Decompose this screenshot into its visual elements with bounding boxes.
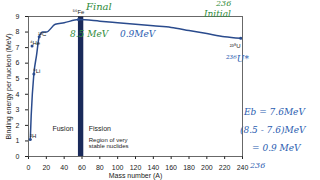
- svg-text:20: 20: [42, 164, 50, 171]
- svg-text:²³⁸U: ²³⁸U: [230, 43, 241, 49]
- svg-text:140: 140: [147, 164, 159, 171]
- html-text:236: 236: [216, 0, 232, 8]
- html-text:8.5 MeV: 8.5 MeV: [70, 29, 109, 39]
- svg-text:6: 6: [16, 59, 20, 66]
- svg-text:120: 120: [130, 164, 142, 171]
- svg-text:8: 8: [16, 28, 20, 35]
- svg-text:9: 9: [16, 13, 20, 20]
- html-text:= 0.9 MeV: = 0.9 MeV: [252, 143, 301, 153]
- svg-text:0: 0: [16, 153, 20, 160]
- svg-text:⁴He: ⁴He: [30, 40, 41, 46]
- svg-text:80: 80: [96, 164, 104, 171]
- svg-text:5: 5: [16, 75, 20, 82]
- svg-text:Binding energy per nucleon (Me: Binding energy per nucleon (MeV): [5, 33, 13, 139]
- svg-text:0: 0: [27, 164, 31, 171]
- svg-text:2: 2: [16, 122, 20, 129]
- svg-text:100: 100: [112, 164, 124, 171]
- svg-text:²H: ²H: [30, 133, 36, 139]
- svg-text:¹²C: ¹²C: [38, 31, 47, 37]
- svg-text:200: 200: [201, 164, 213, 171]
- svg-text:Fusion: Fusion: [52, 125, 73, 132]
- svg-text:1: 1: [16, 137, 20, 144]
- html-text:236: 236: [250, 161, 266, 170]
- svg-text:160: 160: [165, 164, 177, 171]
- svg-text:4: 4: [16, 91, 20, 98]
- html-text:0.9MeV: 0.9MeV: [120, 29, 156, 39]
- svg-text:Region of verystable nuclides: Region of verystable nuclides: [89, 137, 129, 149]
- html-text:Initial: Initial: [204, 9, 231, 19]
- svg-text:240: 240: [237, 164, 249, 171]
- svg-text:60: 60: [78, 164, 86, 171]
- html-text:²³⁶U*: ²³⁶U*: [226, 54, 249, 64]
- html-text:(8.5 - 7.6)MeV: (8.5 - 7.6)MeV: [240, 125, 306, 135]
- svg-text:⁶Li: ⁶Li: [33, 68, 40, 74]
- svg-text:180: 180: [183, 164, 195, 171]
- html-text:Final: Final: [86, 1, 112, 12]
- svg-text:Mass number (A): Mass number (A): [109, 172, 163, 180]
- html-text:Eb = 7.6MeV: Eb = 7.6MeV: [244, 107, 305, 117]
- svg-text:220: 220: [219, 164, 231, 171]
- svg-text:40: 40: [60, 164, 68, 171]
- svg-text:Fission: Fission: [89, 125, 111, 132]
- svg-text:3: 3: [16, 106, 20, 113]
- svg-text:7: 7: [16, 44, 20, 51]
- svg-text:⁵⁶Fe: ⁵⁶Fe: [72, 9, 85, 15]
